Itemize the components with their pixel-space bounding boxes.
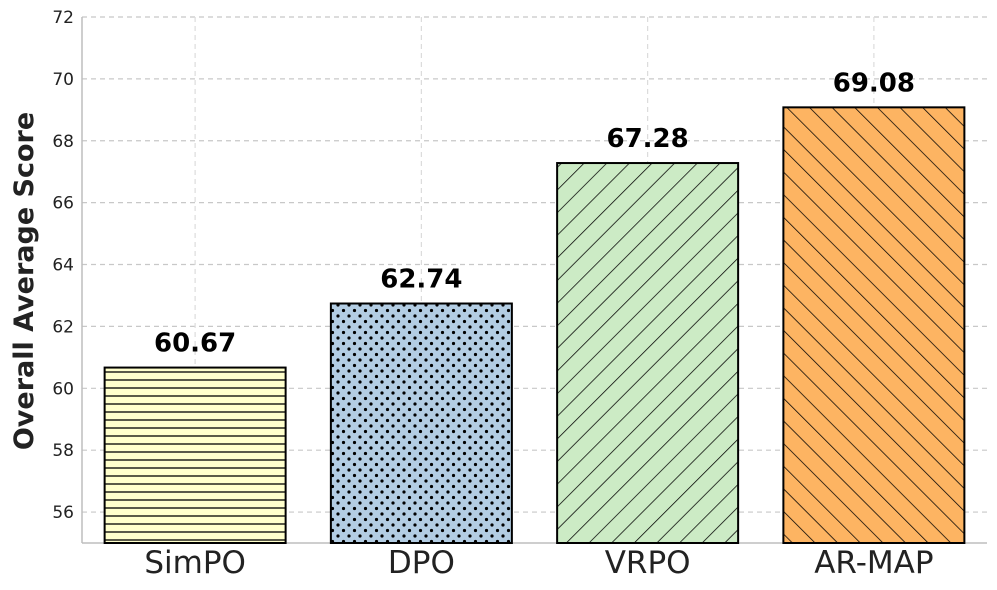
y-tick-label: 56: [52, 503, 74, 523]
value-label: 69.08: [833, 68, 915, 98]
x-tick-label: AR-MAP: [814, 545, 933, 581]
y-tick-label: 72: [52, 8, 74, 28]
y-tick-label: 66: [52, 194, 74, 214]
value-label: 67.28: [607, 124, 689, 154]
x-tick-label: SimPO: [144, 545, 246, 581]
labels: 56 58 60 62 64 66 68 70 72 60.67 SimPO 62.74 DPO 67.2…: [52, 8, 933, 581]
bar-ar-map: [782, 106, 966, 544]
y-tick-label: 62: [52, 317, 74, 337]
y-tick-label: 68: [52, 132, 74, 152]
x-tick-label: VRPO: [605, 545, 691, 581]
bars: [103, 106, 966, 545]
y-tick-label: 70: [52, 70, 74, 90]
y-tick-label: 60: [52, 379, 74, 399]
bar-dpo: [329, 302, 513, 544]
bar-simpo: [103, 366, 287, 545]
y-axis-title: Overall Average Score: [9, 112, 40, 450]
x-tick-label: DPO: [388, 545, 455, 581]
y-tick-label: 58: [52, 441, 74, 461]
value-label: 62.74: [380, 265, 462, 295]
bar-vrpo: [556, 162, 740, 544]
value-label: 60.67: [154, 329, 236, 359]
y-tick-label: 64: [52, 256, 74, 276]
